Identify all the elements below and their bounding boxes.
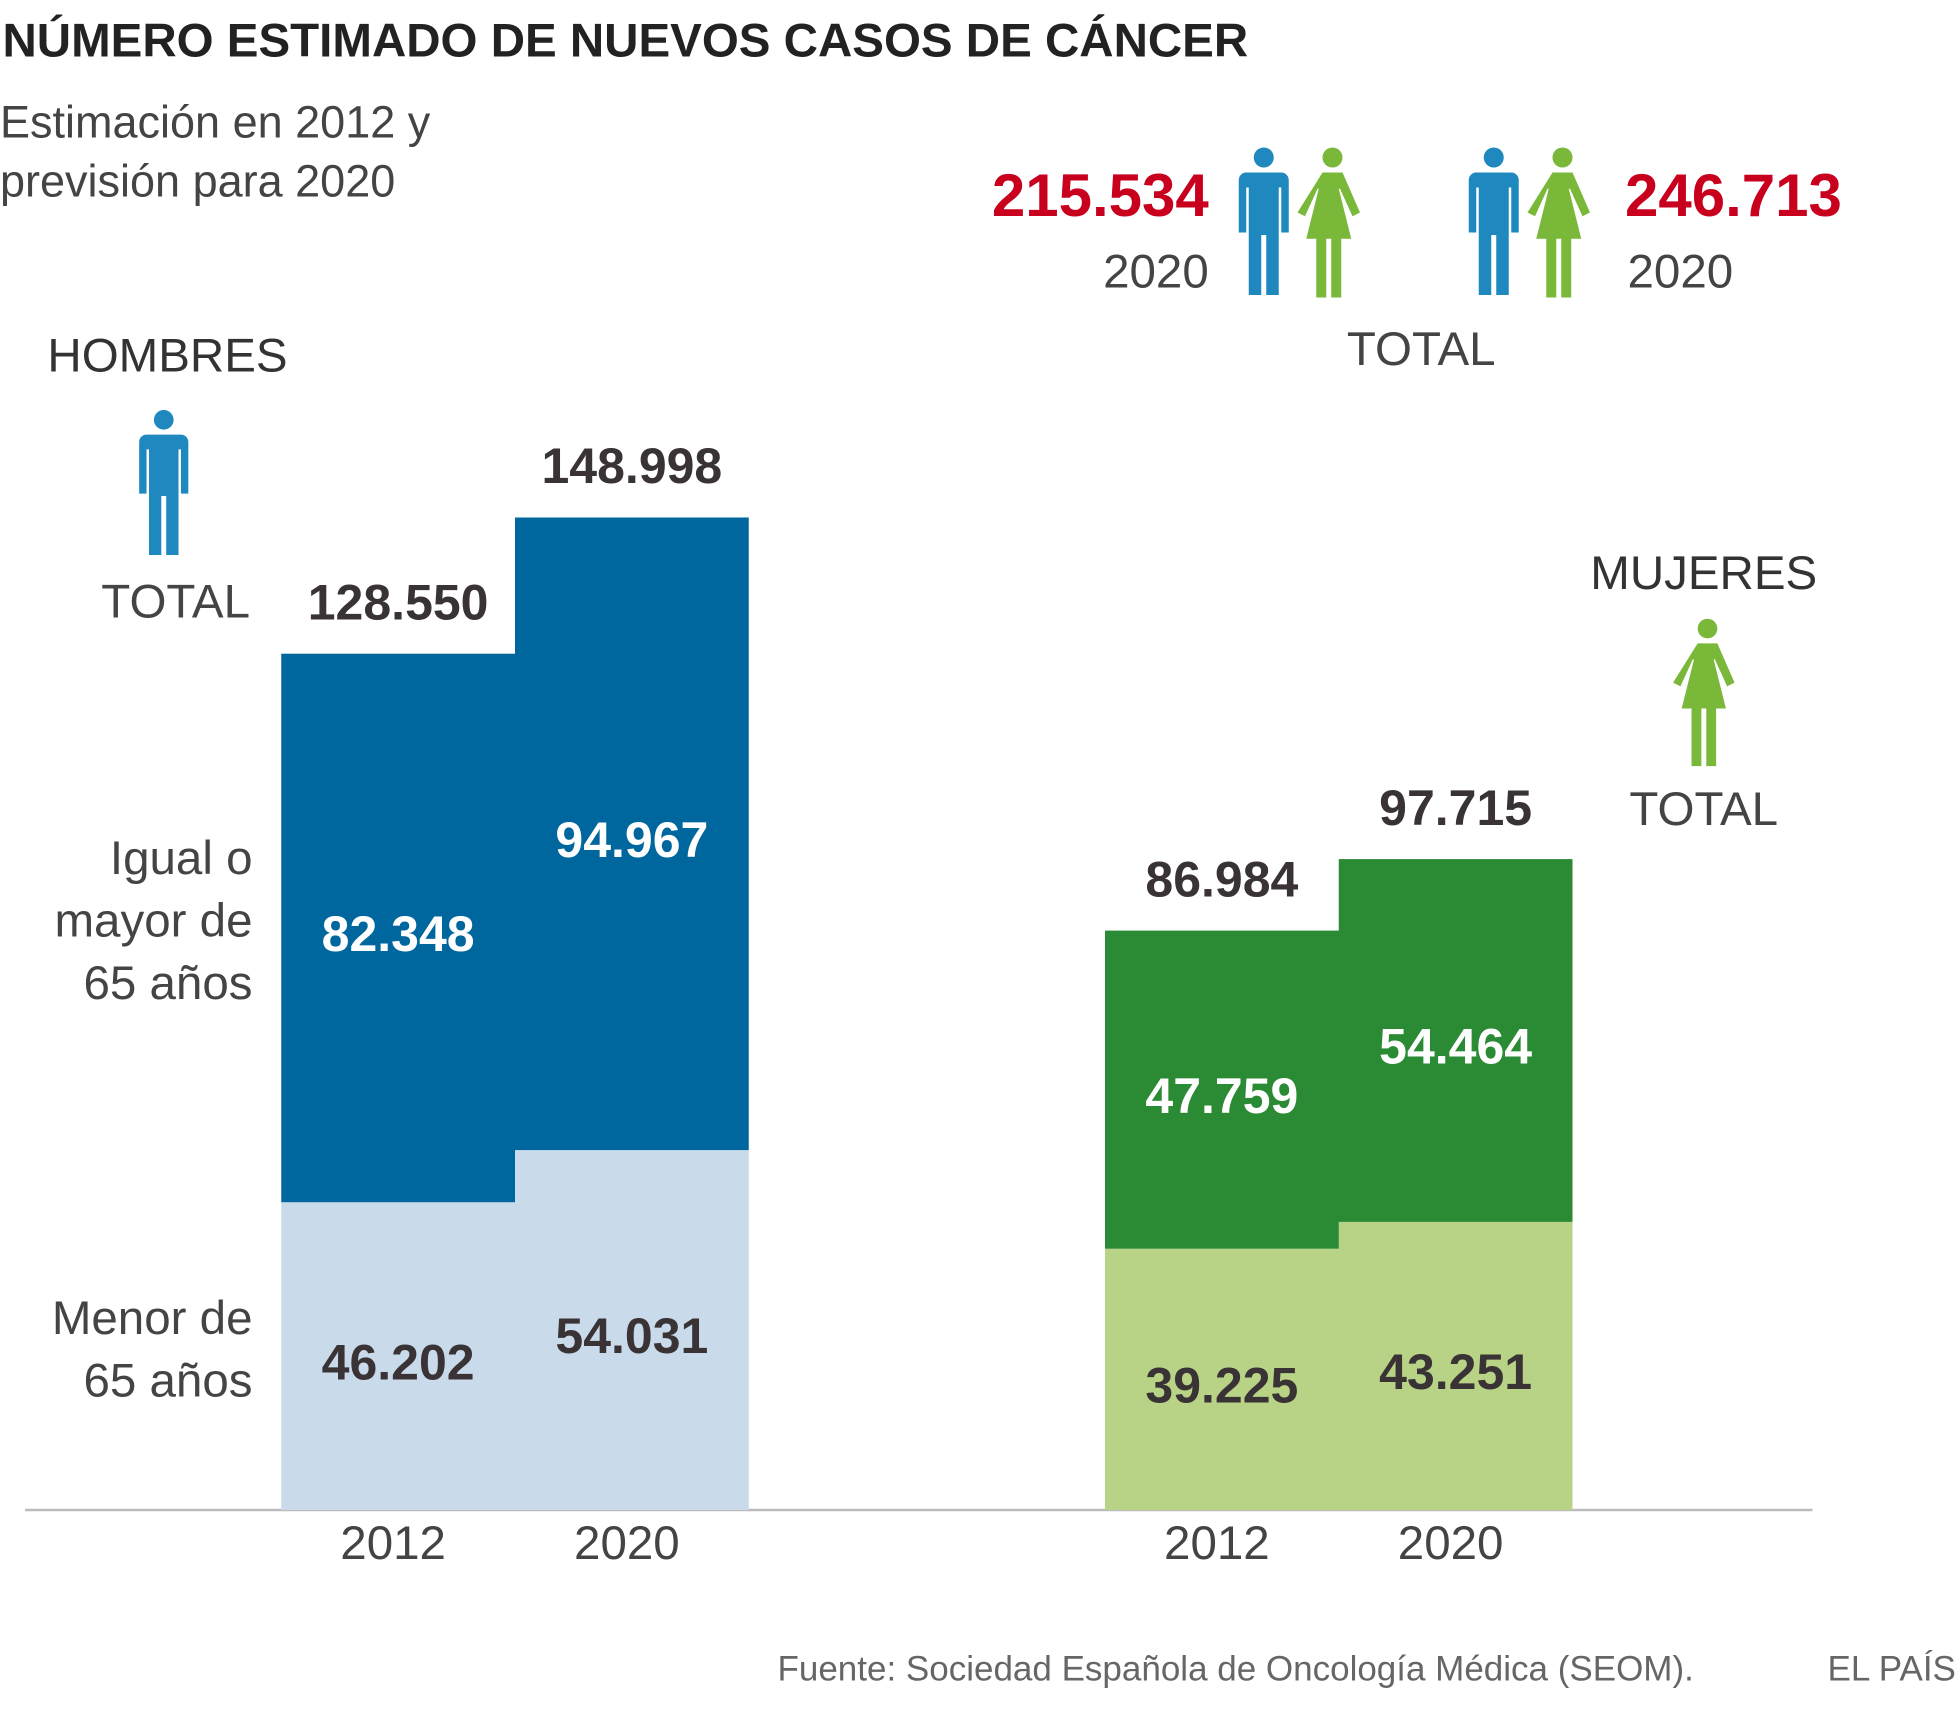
brand: EL PAÍS bbox=[1828, 1650, 1956, 1689]
data-label: 54.031 bbox=[555, 1308, 708, 1364]
group-total-label: TOTAL bbox=[1629, 783, 1778, 836]
segment-label-box: Igual o mayor de 65 años bbox=[54, 832, 253, 1011]
segment-label: Menor de 65 años bbox=[51, 1292, 253, 1408]
summary-value: 215.534 bbox=[992, 162, 1210, 229]
woman-icon bbox=[1673, 618, 1735, 767]
total-label: 86.984 bbox=[1145, 851, 1298, 907]
segment-label: Igual o mayor de 65 años bbox=[54, 832, 253, 1011]
data-label: 46.202 bbox=[322, 1334, 475, 1390]
x-tick-label: 2012 bbox=[1164, 1517, 1270, 1570]
bar-segment bbox=[281, 1202, 516, 1510]
man-icon bbox=[1238, 147, 1289, 295]
man-icon bbox=[1468, 147, 1519, 295]
summary-year: 2020 bbox=[1103, 246, 1209, 299]
bar-segment bbox=[1105, 930, 1340, 1249]
bar-segment bbox=[1338, 1221, 1573, 1510]
data-label: 94.967 bbox=[555, 812, 708, 868]
data-label: 82.348 bbox=[322, 906, 475, 962]
data-label: 54.464 bbox=[1379, 1019, 1532, 1075]
data-label: 43.251 bbox=[1379, 1344, 1532, 1400]
total-label: 148.998 bbox=[542, 438, 723, 494]
group-label: HOMBRES bbox=[47, 329, 287, 382]
subtitle-box: Estimación en 2012 y previsión para 2020 bbox=[0, 96, 431, 207]
data-label: 47.759 bbox=[1145, 1068, 1298, 1124]
woman-icon bbox=[1297, 147, 1360, 298]
x-tick-label: 2012 bbox=[340, 1517, 446, 1570]
total-label: 97.715 bbox=[1379, 780, 1532, 836]
subtitle: Estimación en 2012 y previsión para 2020 bbox=[0, 96, 431, 207]
x-tick-label: 2020 bbox=[1398, 1517, 1504, 1570]
man-icon bbox=[139, 410, 189, 556]
bar-segment bbox=[281, 653, 516, 1203]
source: Fuente: Sociedad Española de Oncología M… bbox=[778, 1650, 1694, 1689]
group-total-label: TOTAL bbox=[101, 576, 250, 629]
group-label: MUJERES bbox=[1590, 547, 1817, 600]
bar-segment bbox=[1338, 859, 1573, 1222]
bar-segment bbox=[515, 517, 749, 1151]
bar-segment bbox=[515, 1150, 749, 1510]
woman-icon bbox=[1527, 147, 1590, 298]
bar-segment bbox=[1105, 1248, 1340, 1510]
summary-year: 2020 bbox=[1628, 246, 1734, 299]
total-label: 128.550 bbox=[308, 574, 489, 630]
summary-value: 246.713 bbox=[1625, 162, 1842, 229]
x-tick-label: 2020 bbox=[574, 1517, 680, 1570]
data-label: 39.225 bbox=[1145, 1358, 1298, 1414]
segment-label-box: Menor de 65 años bbox=[51, 1292, 253, 1408]
summary-label: TOTAL bbox=[1347, 323, 1496, 376]
chart-title: NÚMERO ESTIMADO DE NUEVOS CASOS DE CÁNCE… bbox=[3, 12, 1249, 67]
